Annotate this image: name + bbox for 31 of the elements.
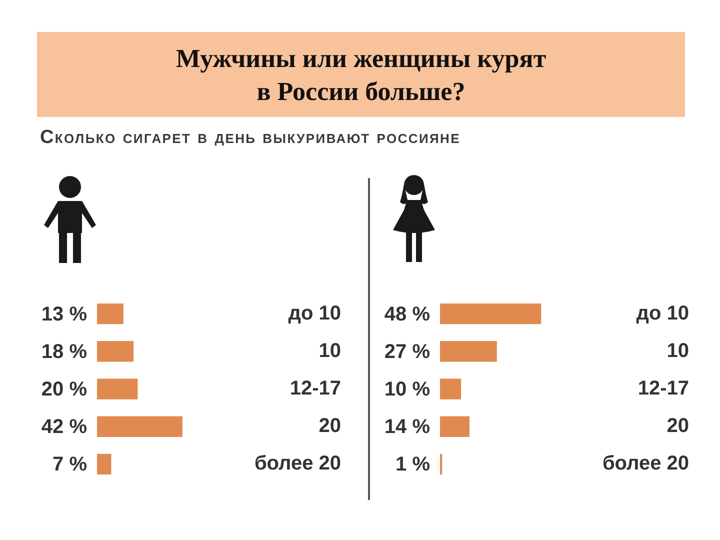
y-tick-label: до 10 bbox=[636, 302, 689, 324]
bar bbox=[97, 416, 182, 437]
bar bbox=[97, 341, 134, 362]
bar bbox=[440, 303, 542, 324]
y-tick-label: более 20 bbox=[602, 452, 689, 475]
bar bbox=[97, 454, 112, 475]
data-label: 20 % bbox=[41, 378, 88, 401]
data-label: 13 % bbox=[41, 303, 88, 326]
bar bbox=[97, 303, 124, 324]
y-tick-label: более 20 bbox=[254, 452, 341, 475]
y-tick-label: 10 bbox=[318, 340, 341, 362]
y-tick-label: 12-17 bbox=[638, 378, 689, 400]
data-label: 27 % bbox=[384, 340, 430, 363]
data-label: 18 % bbox=[41, 340, 88, 363]
y-tick-label: 10 bbox=[666, 340, 689, 362]
bar bbox=[97, 378, 138, 400]
data-label: 48 % bbox=[384, 303, 430, 326]
bar bbox=[440, 416, 470, 437]
y-tick-label: до 10 bbox=[288, 302, 341, 324]
data-label: 10 % bbox=[384, 378, 430, 401]
text: Мужчины или женщины курят в России больше? bbox=[174, 42, 548, 108]
data-label: 7 % bbox=[52, 454, 88, 476]
data-label: 42 % bbox=[41, 416, 88, 438]
y-tick-label: 12-17 bbox=[290, 378, 341, 400]
bar bbox=[440, 378, 462, 400]
y-tick-label: 20 bbox=[666, 415, 689, 438]
bar bbox=[440, 341, 497, 362]
text: Сколько сигарет в день выкуривают россияне bbox=[40, 127, 461, 149]
data-label: 14 % bbox=[384, 416, 430, 438]
y-tick-label: 20 bbox=[318, 415, 341, 438]
data-label: 1 % bbox=[396, 454, 430, 476]
